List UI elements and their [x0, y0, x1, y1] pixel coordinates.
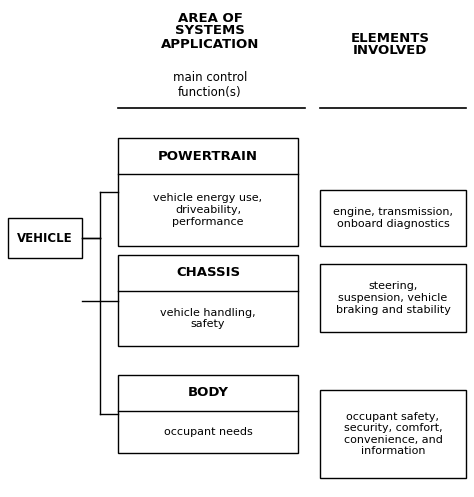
Bar [118, 255, 298, 346]
Text: INVOLVED: INVOLVED [353, 45, 427, 58]
Bar [118, 138, 298, 246]
Text: vehicle energy use,
driveability,
performance: vehicle energy use, driveability, perfor… [154, 193, 263, 227]
Bar [118, 375, 298, 453]
Text: ELEMENTS: ELEMENTS [350, 31, 429, 45]
Text: vehicle handling,
safety: vehicle handling, safety [160, 308, 256, 330]
Text: VEHICLE: VEHICLE [17, 232, 73, 245]
Text: main control
function(s): main control function(s) [173, 71, 247, 99]
Text: POWERTRAIN: POWERTRAIN [158, 150, 258, 163]
Text: engine, transmission,
onboard diagnostics: engine, transmission, onboard diagnostic… [333, 207, 453, 229]
Text: AREA OF: AREA OF [178, 11, 242, 24]
Bar [320, 190, 466, 246]
Text: CHASSIS: CHASSIS [176, 266, 240, 279]
Text: SYSTEMS: SYSTEMS [175, 24, 245, 37]
Bar [320, 264, 466, 332]
Text: steering,
suspension, vehicle
braking and stability: steering, suspension, vehicle braking an… [336, 281, 450, 315]
Text: occupant needs: occupant needs [164, 427, 252, 437]
Text: APPLICATION: APPLICATION [161, 37, 259, 51]
Text: BODY: BODY [188, 387, 228, 400]
Text: occupant safety,
security, comfort,
convenience, and
information: occupant safety, security, comfort, conv… [344, 412, 442, 456]
Bar [320, 390, 466, 478]
Bar [8, 218, 82, 258]
